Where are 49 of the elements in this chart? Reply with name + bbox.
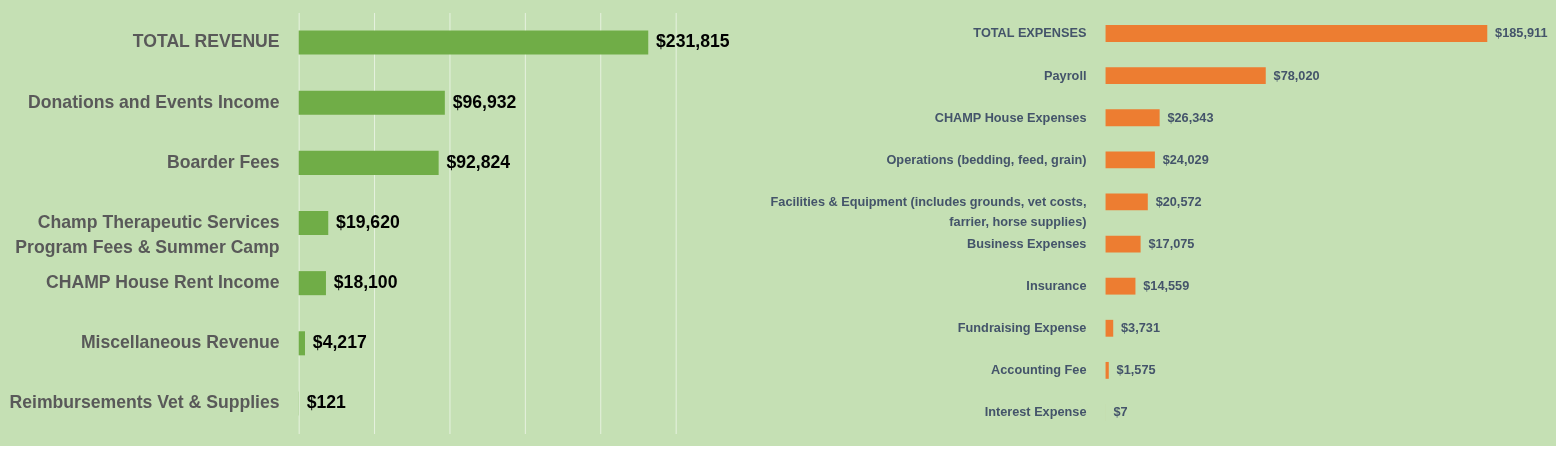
bar <box>1105 25 1488 42</box>
bar <box>1105 109 1160 127</box>
y-tick-label: Interest Expense <box>984 404 1087 420</box>
y-tick-label: Fundraising Expense <box>957 320 1087 336</box>
bar <box>1105 361 1109 379</box>
y-tick-label: Champ Therapeutic Services Program Fees & Summer Camp <box>15 211 280 258</box>
y-tick-label: Donations and Events Income <box>28 91 280 112</box>
data-label: $231,815 <box>656 31 730 52</box>
y-tick-label: Operations (bedding, feed, grain) <box>886 151 1087 167</box>
y-tick-label: CHAMP House Rent Income <box>46 272 280 293</box>
bar <box>1105 319 1114 337</box>
y-tick-label: TOTAL EXPENSES <box>973 25 1087 41</box>
bar <box>298 90 445 115</box>
y-tick-label: Miscellaneous Revenue <box>80 332 280 353</box>
bar <box>298 210 329 236</box>
bar <box>298 271 326 296</box>
y-tick-label: CHAMP House Expenses <box>934 109 1087 125</box>
bar <box>1105 193 1148 211</box>
y-tick-label: Facilities & Equipment (includes grounds, vet costs, farrier, horse supplies) <box>770 193 1087 230</box>
bar <box>1105 277 1136 295</box>
data-label: $14,559 <box>1143 278 1190 294</box>
bar <box>1105 151 1155 169</box>
data-label: $20,572 <box>1155 193 1202 209</box>
data-label: $18,100 <box>333 272 398 293</box>
y-tick-label: Insurance <box>1026 278 1087 294</box>
data-label: $3,731 <box>1121 320 1160 336</box>
bar <box>1105 67 1266 85</box>
data-label: $26,343 <box>1167 109 1214 125</box>
data-label: $96,932 <box>452 91 517 112</box>
bar <box>1105 235 1141 253</box>
y-tick-label: Payroll <box>1044 67 1087 83</box>
bar <box>298 30 649 55</box>
y-tick-label: Reimbursements Vet & Supplies <box>9 392 280 413</box>
data-label: $185,911 <box>1495 25 1548 41</box>
data-label: $121 <box>306 392 347 413</box>
y-tick-label: Boarder Fees <box>167 151 280 172</box>
data-label: $1,575 <box>1116 362 1156 378</box>
data-label: $92,824 <box>446 151 511 172</box>
y-tick-label: Accounting Fee <box>991 362 1087 378</box>
bar <box>298 331 306 356</box>
data-label: $4,217 <box>312 332 367 353</box>
data-label: $7 <box>1113 404 1128 420</box>
data-label: $78,020 <box>1273 67 1320 83</box>
bar <box>298 150 439 175</box>
y-tick-label: Business Expenses <box>966 235 1087 251</box>
y-tick-label: TOTAL REVENUE <box>132 31 280 52</box>
data-label: $17,075 <box>1148 235 1195 251</box>
data-label: $24,029 <box>1162 151 1209 167</box>
data-label: $19,620 <box>336 211 400 232</box>
